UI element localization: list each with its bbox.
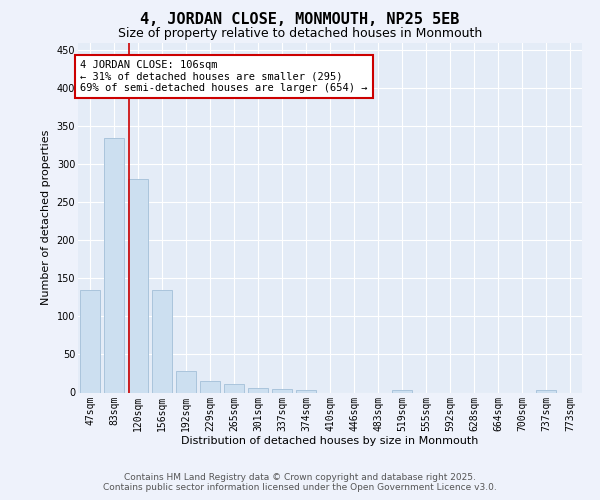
Bar: [104, 138, 124, 392]
Bar: [200, 381, 220, 392]
Bar: [128, 180, 148, 392]
Bar: [536, 390, 556, 392]
Bar: [176, 371, 196, 392]
Bar: [272, 388, 292, 392]
X-axis label: Distribution of detached houses by size in Monmouth: Distribution of detached houses by size …: [181, 436, 479, 446]
Y-axis label: Number of detached properties: Number of detached properties: [41, 130, 51, 305]
Bar: [80, 290, 100, 392]
Bar: [248, 388, 268, 392]
Bar: [152, 290, 172, 392]
Bar: [296, 390, 316, 392]
Text: 4, JORDAN CLOSE, MONMOUTH, NP25 5EB: 4, JORDAN CLOSE, MONMOUTH, NP25 5EB: [140, 12, 460, 28]
Bar: [224, 384, 244, 392]
Text: Size of property relative to detached houses in Monmouth: Size of property relative to detached ho…: [118, 28, 482, 40]
Text: 4 JORDAN CLOSE: 106sqm
← 31% of detached houses are smaller (295)
69% of semi-de: 4 JORDAN CLOSE: 106sqm ← 31% of detached…: [80, 60, 368, 93]
Text: Contains HM Land Registry data © Crown copyright and database right 2025.
Contai: Contains HM Land Registry data © Crown c…: [103, 473, 497, 492]
Bar: [392, 390, 412, 392]
